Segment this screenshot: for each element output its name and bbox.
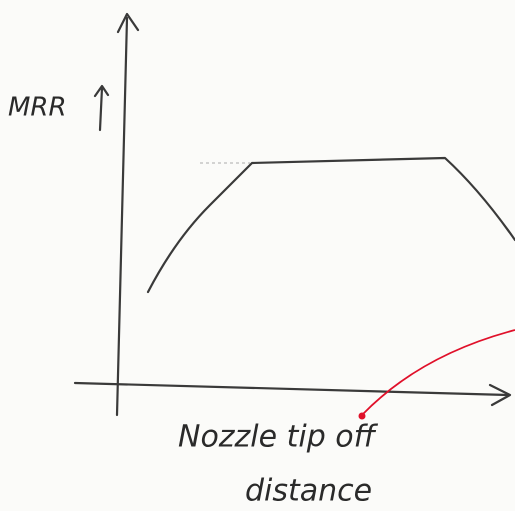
sketch: MRR Nozzle tip off distance — [0, 0, 515, 511]
mrr-curve — [148, 158, 515, 292]
x-axis — [75, 383, 508, 395]
pointer-dot — [359, 413, 366, 420]
x-axis-label-line-2: distance — [245, 474, 372, 509]
x-axis-label-line-1: Nozzle tip off — [178, 420, 379, 455]
page: {"y_axis": {"label": "MRR"}, "x_axis": {… — [0, 0, 515, 511]
y-axis-arrow — [118, 14, 138, 32]
y-axis-label: MRR — [8, 93, 67, 123]
y-axis — [117, 18, 127, 415]
y-label-arrow — [95, 86, 108, 130]
pointer-arrow — [362, 330, 515, 415]
